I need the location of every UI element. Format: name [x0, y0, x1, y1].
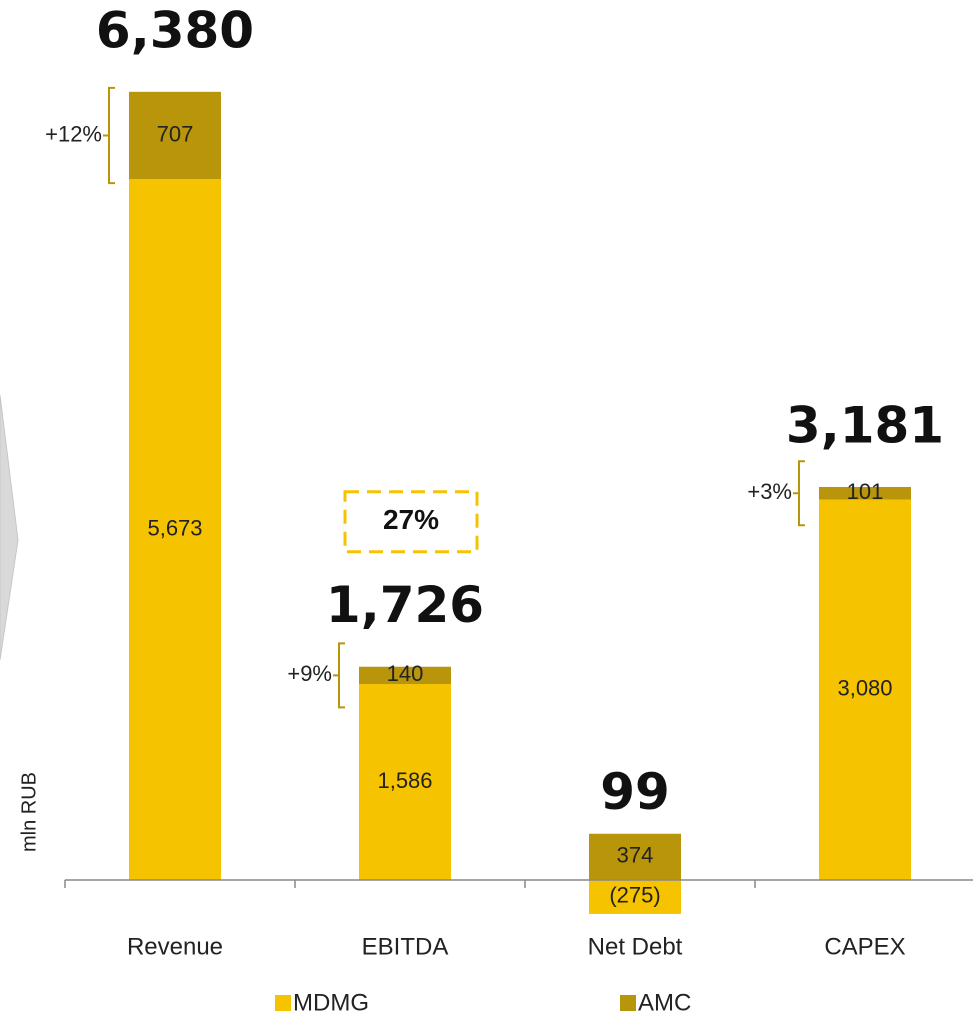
legend-swatch: [275, 995, 291, 1011]
total-label: 3,181: [786, 396, 944, 454]
margin-box: [343, 490, 479, 554]
x-tick-label: CAPEX: [824, 933, 905, 960]
total-label: 1,726: [326, 576, 484, 634]
total-label: 6,380: [96, 1, 254, 59]
share-label: +12%: [45, 121, 102, 146]
bar-segment: [129, 91, 221, 180]
share-label: +3%: [747, 479, 792, 504]
legend-label: MDMG: [293, 989, 369, 1016]
x-tick-label: Revenue: [127, 933, 223, 960]
segment-label: 140: [387, 661, 424, 686]
segment-label: 374: [617, 843, 654, 868]
bar-segment: [589, 879, 681, 914]
segment-label: 707: [157, 121, 194, 146]
share-label: +9%: [287, 661, 332, 686]
bar-segment: [819, 499, 911, 880]
bracket: [333, 642, 345, 709]
bar-segment: [129, 179, 221, 880]
bracket: [793, 460, 805, 527]
chevron-decoration: [0, 394, 19, 661]
total-label: 99: [600, 763, 670, 821]
segment-label: 1,586: [377, 768, 432, 793]
segment-label: 3,080: [837, 676, 892, 701]
bracket: [103, 86, 115, 185]
segment-label: 101: [847, 479, 884, 504]
legend-label: AMC: [638, 989, 691, 1016]
bar-segment: [589, 833, 681, 880]
segment-label: 5,673: [147, 515, 202, 540]
legend-swatch: [620, 995, 636, 1011]
bar-segment: [819, 486, 911, 500]
x-tick-label: EBITDA: [362, 933, 449, 960]
margin-label: 27%: [383, 504, 439, 535]
bar-segment: [359, 684, 451, 880]
segment-label: (275): [609, 883, 660, 908]
x-tick-label: Net Debt: [588, 933, 683, 960]
y-axis-label: mln RUB: [18, 772, 40, 852]
bar-segment: [359, 666, 451, 685]
